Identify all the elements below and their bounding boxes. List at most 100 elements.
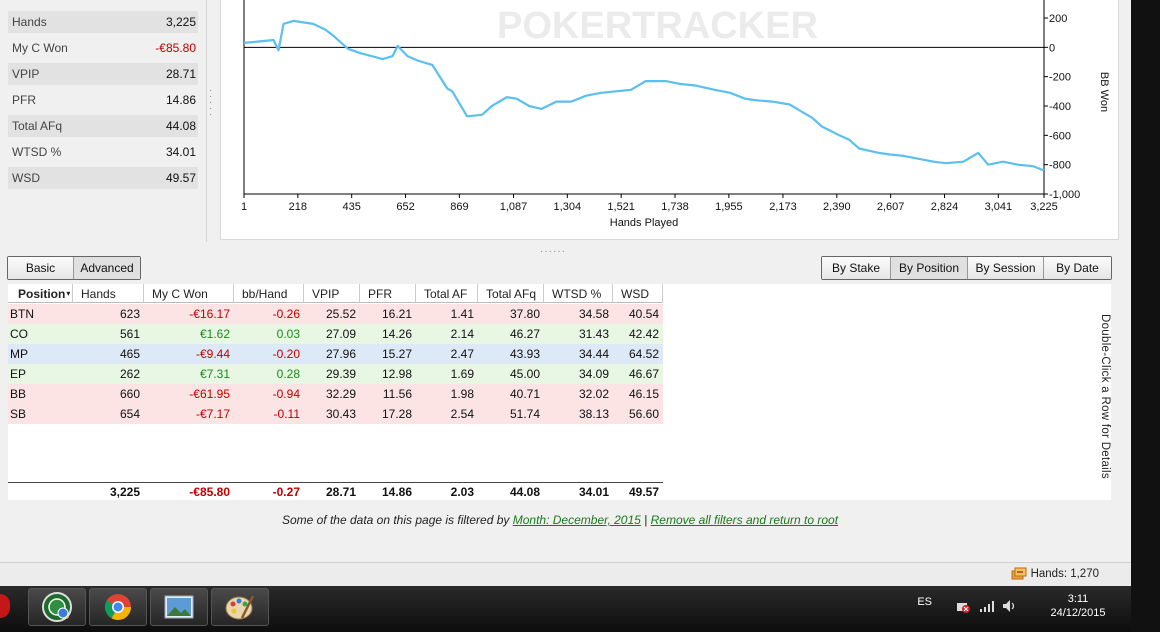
stat-row-vpip: VPIP 28.71 <box>8 63 198 85</box>
table-cell: 43.93 <box>509 347 540 361</box>
table-cell: 27.09 <box>325 327 356 341</box>
table-cell: 15.27 <box>381 347 412 361</box>
table-cell: 1.41 <box>450 307 474 321</box>
stat-row-my-c-won: My C Won -€85.80 <box>8 37 198 59</box>
total-cell: 28.71 <box>325 485 356 499</box>
network-warning-icon[interactable] <box>955 598 971 614</box>
table-cell: -0.20 <box>272 347 300 361</box>
column-header-hands[interactable]: Hands <box>73 284 144 303</box>
stat-value: 49.57 <box>165 171 196 185</box>
tab-by-position[interactable]: By Position <box>891 257 968 279</box>
table-row[interactable]: SB 654 -€7.17 -0.11 30.43 17.28 2.54 51.74 38.13… <box>8 404 663 424</box>
desktop-edge <box>1131 0 1160 632</box>
total-cell <box>8 483 73 501</box>
stat-value: 34.01 <box>165 145 196 159</box>
paint-palette-icon <box>225 595 255 620</box>
table-row[interactable]: EP 262 €7.31 0.28 29.39 12.98 1.69 45.00 34.09 46… <box>8 364 663 384</box>
x-tick-label: 2,173 <box>769 201 797 213</box>
horizontal-splitter-handle[interactable]: ······ <box>540 246 566 257</box>
hands-count: Hands: 1,270 <box>1030 568 1099 580</box>
filter-separator: | <box>640 513 651 527</box>
table-cell: MP <box>10 347 28 361</box>
x-tick-label: 2,390 <box>823 201 851 213</box>
table-cell: 56.60 <box>628 407 659 421</box>
view-toggle: Basic Advanced <box>7 256 141 280</box>
table-cell: 38.13 <box>578 407 609 421</box>
results-graph-svg: POKERTRACKER 1 218 435 652 869 1,087 1,304 1,52… <box>241 0 1110 229</box>
stat-label: Total AFq <box>12 119 63 133</box>
clock[interactable]: 3:11 24/12/2015 <box>1043 592 1113 620</box>
x-axis-label: Hands Played <box>610 217 679 229</box>
table-cell: 45.00 <box>509 367 540 381</box>
column-header-wtsd[interactable]: WTSD % <box>544 284 613 303</box>
column-header-total-afq[interactable]: Total AFq <box>478 284 544 303</box>
table-cell: 29.39 <box>325 367 356 381</box>
table-row[interactable]: BTN 623 -€16.17 -0.26 25.52 16.21 1.41 37.80 34.… <box>8 304 663 324</box>
advanced-button[interactable]: Advanced <box>74 257 140 279</box>
taskbar-paint[interactable] <box>211 588 269 626</box>
x-tick-label: 435 <box>343 201 361 213</box>
group-by-tabs: By Stake By Position By Session By Date <box>821 256 1112 280</box>
stat-value: 44.08 <box>165 119 196 133</box>
column-header-vpip[interactable]: VPIP <box>304 284 360 303</box>
signal-icon[interactable] <box>979 599 995 613</box>
status-bar: Hands: 1,270 <box>0 562 1131 586</box>
table-header: Position ▾ Hands My C Won bb/Hand VPIP PF… <box>8 284 663 303</box>
column-header-total-af[interactable]: Total AF <box>416 284 478 303</box>
app-window: Hands 3,225 My C Won -€85.80 VPIP 28.71 PFR… <box>0 0 1131 586</box>
table-cell: 46.27 <box>509 327 540 341</box>
taskbar-chrome[interactable] <box>89 588 147 626</box>
y-tick-label: -200 <box>1049 72 1071 84</box>
table-cell: 660 <box>119 387 140 401</box>
column-header-pfr[interactable]: PFR <box>360 284 416 303</box>
stat-label: WTSD % <box>12 145 62 159</box>
red-app-icon[interactable] <box>0 594 10 618</box>
total-cell: 34.01 <box>578 485 609 499</box>
volume-icon[interactable] <box>1001 598 1017 614</box>
stat-label: My C Won <box>12 41 68 55</box>
table-cell: -0.94 <box>272 387 300 401</box>
tab-by-stake[interactable]: By Stake <box>822 257 891 279</box>
table-row[interactable]: MP 465 -€9.44 -0.20 27.96 15.27 2.47 43.93 34.44… <box>8 344 663 364</box>
position-stats-table: Position ▾ Hands My C Won bb/Hand VPIP PF… <box>8 284 1111 500</box>
basic-button[interactable]: Basic <box>8 257 74 279</box>
stat-row-pfr: PFR 14.86 <box>8 89 198 111</box>
column-header-wsd[interactable]: WSD <box>613 284 663 303</box>
taskbar-photo-viewer[interactable] <box>150 588 208 626</box>
taskbar-pokertracker[interactable] <box>28 588 86 626</box>
table-cell: 31.43 <box>578 327 609 341</box>
language-indicator[interactable]: ES <box>917 596 932 608</box>
table-cell: 32.02 <box>578 387 609 401</box>
table-cell: 51.74 <box>509 407 540 421</box>
hand-import-icon <box>1011 567 1027 580</box>
table-cell: 17.28 <box>381 407 412 421</box>
table-cell: 27.96 <box>325 347 356 361</box>
taskbar: ES 3:11 24/12/2015 <box>0 586 1131 632</box>
tab-by-date[interactable]: By Date <box>1044 257 1111 279</box>
stat-value: 28.71 <box>165 67 196 81</box>
vertical-splitter-handle[interactable]: · · · · · <box>209 85 213 120</box>
filter-month-link[interactable]: Month: December, 2015 <box>512 513 641 527</box>
tab-by-session[interactable]: By Session <box>968 257 1044 279</box>
table-cell: -0.11 <box>273 407 300 421</box>
y-tick-label: -400 <box>1049 101 1071 113</box>
stat-row-wtsd: WTSD % 34.01 <box>8 141 198 163</box>
results-series-line <box>243 19 1045 172</box>
table-row[interactable]: CO 561 €1.62 0.03 27.09 14.26 2.14 46.27 31.43 42… <box>8 324 663 344</box>
remove-filters-link[interactable]: Remove all filters and return to root <box>650 513 839 527</box>
table-cell: -€16.17 <box>189 307 230 321</box>
y-tick-label: -600 <box>1049 130 1071 142</box>
table-cell: 34.09 <box>578 367 609 381</box>
y-axis-label: BB Won <box>1098 72 1110 112</box>
table-cell: 12.98 <box>381 367 412 381</box>
table-cell: 11.56 <box>382 387 412 401</box>
y-tick-label: 0 <box>1049 42 1055 54</box>
table-cell: -€9.44 <box>195 347 230 361</box>
table-row[interactable]: BB 660 -€61.95 -0.94 32.29 11.56 1.98 40.71 32.0… <box>8 384 663 404</box>
x-tick-label: 1,738 <box>661 201 689 213</box>
column-header-position[interactable]: Position ▾ <box>8 284 73 303</box>
table-cell: BTN <box>10 307 34 321</box>
column-header-my-c-won[interactable]: My C Won <box>144 284 234 303</box>
column-header-bb-hand[interactable]: bb/Hand <box>234 284 304 303</box>
x-tick-label: 2,824 <box>931 201 959 213</box>
